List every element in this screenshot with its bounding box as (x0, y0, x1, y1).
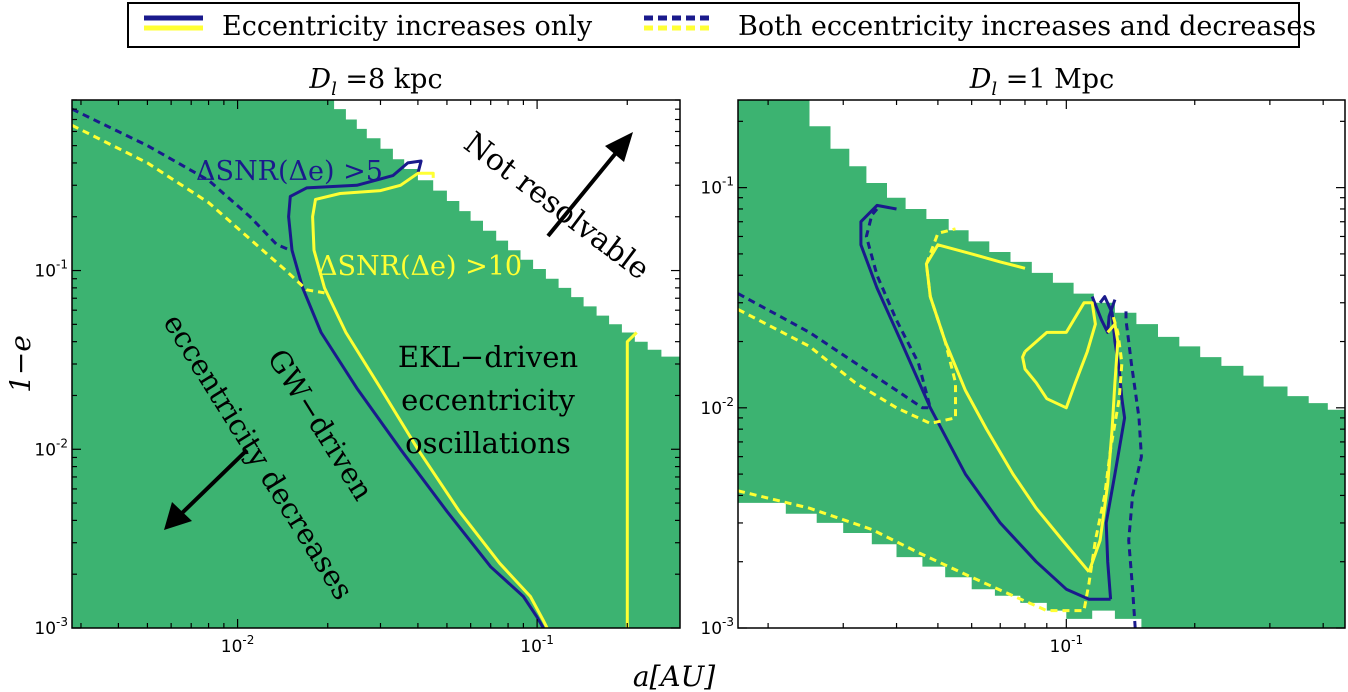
right-plot-frame (737, 99, 1346, 629)
left-panel-title: Dl =8 kpc (308, 64, 442, 100)
left-ytick-label: 10-2 (34, 436, 68, 460)
legend-frame (127, 2, 1300, 48)
left-xtick-label: 10-1 (520, 633, 554, 657)
annotation-snr5: ΔSNR(Δe) >5 (196, 156, 383, 187)
right-contour-dashed-yellow-9 (738, 312, 1124, 613)
left-contour-dashed-yellow-4 (72, 123, 325, 295)
legend-solid-label: Eccentricity increases only (222, 11, 593, 42)
left-ytick-label: 10-3 (34, 615, 68, 639)
left-ytick-label: 10-1 (34, 258, 68, 282)
annotation-ekl-line3: oscillations (405, 426, 571, 460)
annotation-snr10: ΔSNR(Δe) >10 (318, 251, 522, 282)
right-contour-solid-yellow-4 (1087, 322, 1120, 573)
right-valid-region (738, 100, 1345, 628)
left-contour-dashed-navy-3 (72, 107, 291, 252)
legend: Eccentricity increases only Both eccentr… (127, 2, 1316, 48)
annotation-ekl-line2: eccentricity (401, 383, 575, 417)
left-contours (72, 107, 638, 628)
y-axis-label: 1−e (4, 335, 37, 393)
right-ytick-label: 10-2 (700, 395, 734, 419)
arrow-gw-driven (164, 448, 249, 530)
right-contour-dashed-navy-6 (738, 208, 932, 410)
right-contour-solid-yellow-5 (1021, 301, 1097, 410)
right-contour-dashed-yellow-7 (738, 227, 957, 425)
left-panel: 10-3 10-2 10-1 10-2 10-1 1−e ΔSNR(Δe) >5 ΔSN… (4, 99, 681, 657)
left-xtick-label: 10-2 (221, 633, 255, 657)
left-ticks: 10-3 10-2 10-1 10-2 10-1 (34, 99, 680, 657)
left-valid-region (72, 100, 680, 628)
arrow-not-resolvable (546, 132, 633, 238)
right-contours (738, 203, 1143, 628)
right-contour-solid-navy-1 (1098, 295, 1127, 600)
right-contour-solid-navy-0 (859, 203, 1111, 601)
legend-dashed-label: Both eccentricity increases and decrease… (738, 11, 1316, 42)
left-contour-solid-yellow-1 (311, 171, 549, 628)
right-panel: 10-3 10-2 10-1 10-1 (700, 99, 1346, 657)
left-contour-solid-navy-0 (287, 159, 545, 628)
right-ticks: 10-3 10-2 10-1 10-1 (700, 100, 1345, 657)
right-ytick-label: 10-1 (700, 175, 734, 199)
left-contour-solid-yellow-2 (625, 331, 638, 628)
right-ytick-label: 10-3 (700, 615, 734, 639)
annotation-ekl-line1: EKL−driven (398, 340, 578, 374)
right-xtick-label: 10-1 (1050, 633, 1084, 657)
right-panel-title: Dl =1 Mpc (969, 64, 1114, 100)
x-axis-label: a[AU] (633, 660, 715, 692)
